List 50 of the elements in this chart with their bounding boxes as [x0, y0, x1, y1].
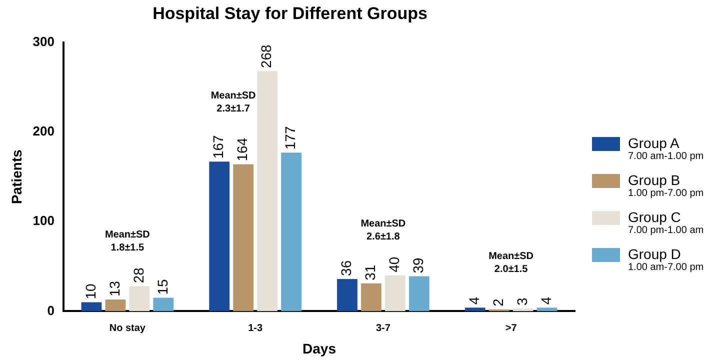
data-label: 167 — [210, 134, 226, 159]
bar — [81, 302, 102, 312]
bar — [408, 276, 430, 312]
data-label: 4 — [466, 296, 482, 305]
y-tick-label: 300 — [32, 34, 54, 49]
data-label: 13 — [106, 280, 122, 297]
legend-label: Group D 1.00 am-7.00 pm — [628, 246, 704, 273]
bar — [129, 286, 150, 312]
chart-title: Hospital Stay for Different Groups — [152, 4, 428, 23]
data-label: 4 — [538, 296, 554, 305]
x-tick-label: No stay — [109, 322, 146, 334]
bar — [512, 308, 534, 312]
x-tick-label: 3-7 — [376, 322, 391, 334]
annotation: Mean±SD 1.8±1.5 — [104, 229, 150, 254]
x-axis-title: Days — [302, 340, 336, 356]
annotation: Mean±SD 2.3±1.7 — [210, 90, 256, 115]
data-label: 39 — [410, 257, 426, 274]
data-label: 164 — [234, 138, 250, 162]
data-label: 31 — [362, 264, 378, 280]
bar — [153, 298, 174, 312]
bar — [361, 283, 382, 312]
bar — [105, 300, 126, 312]
data-label: 177 — [282, 126, 298, 150]
bar — [257, 71, 278, 312]
legend-label: Group A 7.00 am-1.00 pm — [628, 135, 704, 162]
data-label: 3 — [514, 298, 530, 306]
data-label: 268 — [258, 44, 274, 68]
x-tick-label: 1-3 — [248, 322, 263, 334]
annotation: Mean±SD 2.6±1.8 — [360, 218, 406, 243]
data-label: 2 — [490, 298, 506, 306]
bar — [337, 278, 358, 312]
bar — [209, 162, 230, 312]
annotation: Mean±SD 2.0±1.5 — [488, 250, 534, 275]
y-axis-title: Patients — [8, 149, 24, 204]
y-tick-label: 200 — [32, 124, 54, 139]
data-label: 40 — [386, 256, 402, 272]
y-tick-label: 0 — [47, 302, 54, 318]
x-tick-label: >7 — [505, 322, 518, 334]
bar — [233, 164, 254, 312]
data-label: 10 — [82, 283, 98, 300]
bar — [281, 152, 302, 312]
bar — [464, 308, 486, 312]
bar — [384, 275, 406, 312]
y-tick-label: 100 — [32, 213, 54, 228]
legend-label: Group C 7.00 pm-1.00 am — [628, 209, 704, 236]
data-label: 36 — [338, 260, 354, 276]
bar — [536, 308, 558, 312]
data-label: 15 — [154, 278, 170, 295]
legend-label: Group B 1.00 pm-7.00 pm — [628, 172, 704, 199]
data-label: 28 — [130, 267, 146, 284]
